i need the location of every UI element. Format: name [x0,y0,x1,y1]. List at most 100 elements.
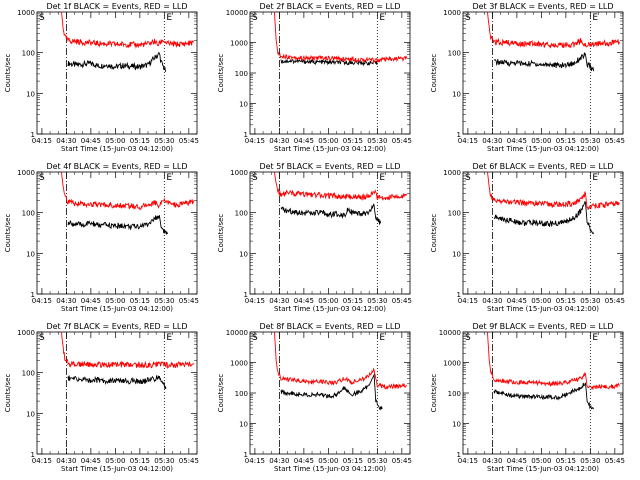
y-tick-label: 1 [31,291,35,299]
y-tick-label: 100 [448,390,461,398]
x-tick-label: 04:15 [458,297,478,305]
start-marker-label: S [39,333,45,343]
x-tick-label: 05:00 [531,297,551,305]
x-axis-label: Start Time (15-Jun-03 04:12:00) [61,305,173,313]
x-axis-label: Start Time (15-Jun-03 04:12:00) [487,465,599,473]
plot-frame [462,11,624,135]
lld-series-line [487,332,620,391]
x-tick-label: 04:30 [482,457,502,465]
x-tick-label: 05:45 [179,137,199,145]
x-tick-label: 04:30 [482,297,502,305]
end-marker-label: E [379,333,385,343]
x-tick-label: 04:15 [458,137,478,145]
x-tick-label: 05:15 [556,457,576,465]
x-tick-label: 04:30 [56,457,76,465]
plot-frame [462,171,624,295]
y-tick-label: 1 [244,291,248,299]
start-marker-label: S [39,173,45,183]
y-axis-label: Counts/sec [4,374,12,413]
panel-title: Det 2f BLACK = Events, RED = LLD [259,2,400,11]
x-tick-label: 04:30 [269,137,289,145]
x-tick-label: 04:45 [507,457,527,465]
x-tick-label: 04:45 [507,137,527,145]
events-series-line [67,375,167,390]
x-tick-label: 05:15 [130,457,150,465]
x-tick-label: 05:45 [179,297,199,305]
x-tick-label: 05:30 [580,457,600,465]
x-tick-label: 05:15 [343,297,363,305]
start-marker-label: S [465,13,471,23]
panel-title: Det 8f BLACK = Events, RED = LLD [259,322,400,331]
y-axis-label: Counts/sec [430,374,438,413]
end-marker-label: E [166,173,172,183]
plot-frame [36,171,198,295]
x-tick-label: 04:45 [81,297,101,305]
events-series-line [493,52,595,72]
start-marker-label: S [39,13,45,23]
x-tick-label: 04:15 [245,297,265,305]
x-tick-label: 04:30 [269,457,289,465]
x-tick-label: 05:00 [105,457,125,465]
lld-series-line [487,172,620,210]
detector-panel: Det 5f BLACK = Events, RED = LLD 1 10 100 10… [217,162,412,313]
panel-title: Det 6f BLACK = Events, RED = LLD [472,162,613,171]
y-tick-label: 1000 [230,40,248,48]
x-tick-label: 05:45 [392,137,412,145]
x-tick-label: 05:45 [179,457,199,465]
events-series-line [280,373,383,411]
end-marker-label: E [592,173,598,183]
lld-series-line [274,332,407,390]
detector-panel: Det 8f BLACK = Events, RED = LLD 1 10 100 10… [217,322,412,473]
events-series-line [493,382,595,410]
y-tick-label: 10 [452,421,461,429]
y-tick-label: 100 [235,210,248,218]
y-tick-label: 1 [457,131,461,139]
x-axis-label: Start Time (15-Jun-03 04:12:00) [61,145,173,153]
y-tick-label: 10 [26,90,35,98]
lld-series-line [61,172,195,211]
y-tick-label: 1000 [17,9,35,17]
x-tick-label: 05:45 [605,297,625,305]
y-tick-label: 1000 [17,169,35,177]
y-tick-label: 1 [31,451,35,459]
x-tick-label: 05:00 [531,137,551,145]
x-tick-label: 04:45 [294,297,314,305]
x-tick-label: 05:30 [154,457,174,465]
lld-series-line [487,12,621,49]
y-tick-label: 10 [239,101,248,109]
lld-series-line [274,172,408,201]
x-axis-label: Start Time (15-Jun-03 04:12:00) [487,305,599,313]
events-series-line [67,215,169,236]
panel-title: Det 4f BLACK = Events, RED = LLD [46,162,187,171]
detector-panel: Det 3f BLACK = Events, RED = LLD 1 10 100 10… [430,2,625,153]
x-tick-label: 05:30 [367,297,387,305]
x-tick-label: 05:00 [531,457,551,465]
x-axis-label: Start Time (15-Jun-03 04:12:00) [487,145,599,153]
y-axis-label: Counts/sec [217,214,225,253]
events-series-line [280,57,378,67]
events-series-line [67,51,167,72]
detector-panel: Det 7f BLACK = Events, RED = LLD 1 10 100 10… [4,322,199,473]
y-axis-label: Counts/sec [4,54,12,93]
detector-panel: Det 4f BLACK = Events, RED = LLD 1 10 100 10… [4,162,199,313]
start-marker-label: S [465,333,471,343]
y-axis-label: Counts/sec [4,214,12,253]
lld-series-line [61,12,195,49]
end-marker-label: E [166,13,172,23]
lld-series-line [274,12,408,64]
x-tick-label: 05:30 [154,137,174,145]
end-marker-label: E [592,333,598,343]
x-tick-label: 05:15 [343,457,363,465]
x-tick-label: 05:15 [556,297,576,305]
x-tick-label: 05:30 [580,137,600,145]
x-tick-label: 04:15 [32,137,52,145]
x-tick-label: 04:30 [56,137,76,145]
y-tick-label: 10000 [226,9,248,17]
y-axis-label: Counts/sec [217,54,225,93]
y-tick-label: 100 [448,50,461,58]
x-tick-label: 05:15 [130,137,150,145]
events-series-line [493,201,595,235]
y-axis-label: Counts/sec [430,214,438,253]
end-marker-label: E [379,13,385,23]
y-tick-label: 10000 [226,329,248,337]
